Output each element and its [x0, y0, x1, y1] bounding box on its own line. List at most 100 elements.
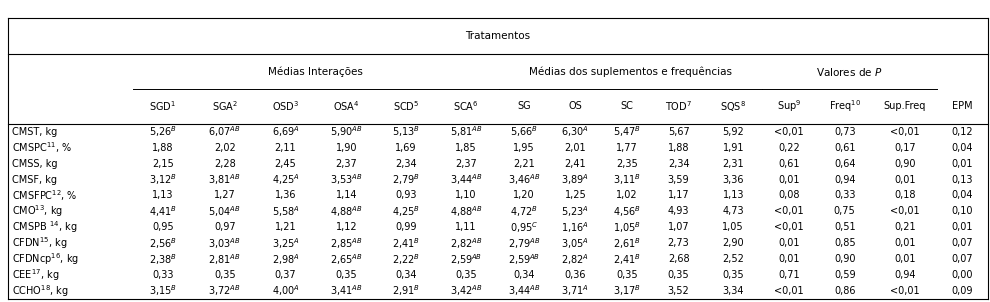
Text: CFDNcp$^{16}$, kg: CFDNcp$^{16}$, kg: [12, 251, 79, 267]
Text: 3,03$^{AB}$: 3,03$^{AB}$: [209, 236, 242, 251]
Text: Sup$^{9}$: Sup$^{9}$: [777, 98, 801, 114]
Text: 5,04$^{AB}$: 5,04$^{AB}$: [209, 204, 242, 219]
Text: 2,41$^B$: 2,41$^B$: [613, 252, 641, 267]
Text: 0,95$^C$: 0,95$^C$: [510, 220, 539, 235]
Text: 0,01: 0,01: [894, 238, 916, 248]
Text: EPM: EPM: [952, 101, 973, 111]
Text: 2,35: 2,35: [616, 159, 638, 169]
Text: 5,67: 5,67: [667, 127, 689, 137]
Text: 2,34: 2,34: [668, 159, 689, 169]
Text: 4,88$^{AB}$: 4,88$^{AB}$: [330, 204, 362, 219]
Text: 1,14: 1,14: [336, 191, 357, 201]
Text: 0,22: 0,22: [778, 143, 800, 153]
Text: 0,86: 0,86: [834, 286, 855, 296]
Text: 0,00: 0,00: [951, 270, 973, 280]
Text: CMO$^{13}$, kg: CMO$^{13}$, kg: [12, 204, 63, 219]
Text: 2,28: 2,28: [214, 159, 236, 169]
Text: 1,69: 1,69: [395, 143, 417, 153]
Text: 3,42$^{AB}$: 3,42$^{AB}$: [449, 284, 482, 298]
Text: 5,90$^{AB}$: 5,90$^{AB}$: [330, 124, 362, 139]
Text: 2,01: 2,01: [564, 143, 586, 153]
Text: 2,79$^{AB}$: 2,79$^{AB}$: [508, 236, 541, 251]
Text: 2,65$^{AB}$: 2,65$^{AB}$: [330, 252, 362, 267]
Text: 0,35: 0,35: [723, 270, 744, 280]
Text: 1,12: 1,12: [336, 222, 357, 232]
Text: 1,88: 1,88: [152, 143, 173, 153]
Text: 0,33: 0,33: [152, 270, 173, 280]
Text: 2,91$^B$: 2,91$^B$: [392, 284, 420, 298]
Text: 0,21: 0,21: [894, 222, 916, 232]
Text: 0,01: 0,01: [778, 175, 800, 185]
Text: 1,91: 1,91: [723, 143, 744, 153]
Text: 0,17: 0,17: [894, 143, 916, 153]
Text: 0,94: 0,94: [834, 175, 855, 185]
Text: 1,13: 1,13: [152, 191, 173, 201]
Text: 3,15$^B$: 3,15$^B$: [148, 284, 177, 298]
Text: 1,36: 1,36: [275, 191, 296, 201]
Text: CFDN$^{15}$, kg: CFDN$^{15}$, kg: [12, 235, 67, 251]
Text: 1,13: 1,13: [723, 191, 744, 201]
Text: 0,35: 0,35: [455, 270, 477, 280]
Text: CCHO$^{18}$, kg: CCHO$^{18}$, kg: [12, 283, 68, 299]
Text: 4,73: 4,73: [723, 206, 744, 217]
Text: 2,31: 2,31: [723, 159, 744, 169]
Text: 2,21: 2,21: [513, 159, 535, 169]
Text: 3,36: 3,36: [723, 175, 744, 185]
Text: 0,35: 0,35: [616, 270, 638, 280]
Text: 2,68: 2,68: [668, 254, 689, 264]
Text: 0,71: 0,71: [778, 270, 800, 280]
Text: CMSPC$^{11}$, %: CMSPC$^{11}$, %: [12, 140, 72, 155]
Text: <0,01: <0,01: [890, 286, 920, 296]
Text: 3,41$^{AB}$: 3,41$^{AB}$: [330, 284, 362, 298]
Text: 0,01: 0,01: [778, 254, 800, 264]
Text: 0,01: 0,01: [894, 254, 916, 264]
Text: 2,61$^B$: 2,61$^B$: [613, 236, 641, 251]
Text: 4,72$^B$: 4,72$^B$: [510, 204, 539, 219]
Text: 2,59$^{AB}$: 2,59$^{AB}$: [508, 252, 541, 267]
Text: SGD$^{1}$: SGD$^{1}$: [149, 100, 176, 113]
Text: 3,81$^{AB}$: 3,81$^{AB}$: [209, 172, 242, 187]
Text: 6,69$^A$: 6,69$^A$: [271, 124, 300, 139]
Text: 5,92: 5,92: [723, 127, 744, 137]
Text: <0,01: <0,01: [890, 206, 920, 217]
Text: SC: SC: [621, 101, 634, 111]
Text: CEE$^{17}$, kg: CEE$^{17}$, kg: [12, 267, 59, 283]
Text: 1,95: 1,95: [514, 143, 535, 153]
Text: 1,85: 1,85: [455, 143, 477, 153]
Text: 4,00$^A$: 4,00$^A$: [271, 284, 300, 298]
Text: CMSPB $^{14}$, kg: CMSPB $^{14}$, kg: [12, 220, 77, 235]
Text: 2,45: 2,45: [274, 159, 296, 169]
Text: 1,27: 1,27: [214, 191, 236, 201]
Text: 3,05$^A$: 3,05$^A$: [561, 236, 589, 251]
Text: 3,25$^A$: 3,25$^A$: [271, 236, 300, 251]
Text: 0,61: 0,61: [834, 143, 855, 153]
Text: 2,37: 2,37: [455, 159, 477, 169]
Text: 1,25: 1,25: [564, 191, 586, 201]
Text: 5,58$^A$: 5,58$^A$: [271, 204, 300, 219]
Text: SCA$^{6}$: SCA$^{6}$: [453, 100, 479, 113]
Text: 2,41$^B$: 2,41$^B$: [392, 236, 420, 251]
Text: 0,36: 0,36: [564, 270, 586, 280]
Text: 3,44$^{AB}$: 3,44$^{AB}$: [449, 172, 482, 187]
Text: 0,18: 0,18: [894, 191, 916, 201]
Text: 3,71$^A$: 3,71$^A$: [561, 284, 589, 298]
Text: 3,12$^B$: 3,12$^B$: [148, 172, 177, 187]
Text: 0,33: 0,33: [834, 191, 855, 201]
Text: Médias dos suplementos e frequências: Médias dos suplementos e frequências: [529, 66, 732, 77]
Text: 0,01: 0,01: [778, 238, 800, 248]
Text: 3,34: 3,34: [723, 286, 744, 296]
Text: OSA$^{4}$: OSA$^{4}$: [333, 100, 359, 113]
Text: <0,01: <0,01: [774, 222, 804, 232]
Text: 2,81$^{AB}$: 2,81$^{AB}$: [209, 252, 242, 267]
Text: 2,41: 2,41: [564, 159, 586, 169]
Text: 0,35: 0,35: [214, 270, 236, 280]
Text: 3,89$^A$: 3,89$^A$: [561, 172, 589, 187]
Text: Tratamentos: Tratamentos: [465, 31, 531, 41]
Text: 0,04: 0,04: [951, 143, 973, 153]
Text: 0,35: 0,35: [668, 270, 689, 280]
Text: 3,11$^B$: 3,11$^B$: [613, 172, 641, 187]
Text: 3,46$^{AB}$: 3,46$^{AB}$: [508, 172, 541, 187]
Text: 2,59$^{AB}$: 2,59$^{AB}$: [450, 252, 482, 267]
Text: 2,73: 2,73: [667, 238, 689, 248]
Text: 3,52: 3,52: [667, 286, 689, 296]
